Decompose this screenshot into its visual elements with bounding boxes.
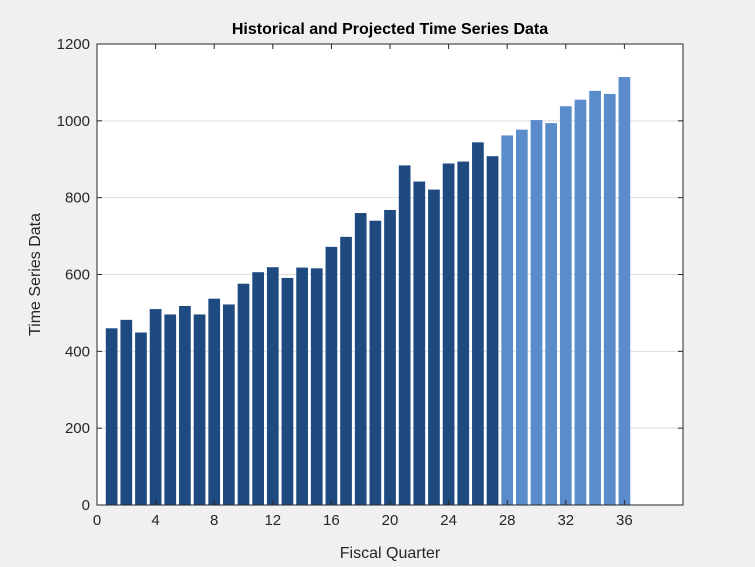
bar-historical (266, 267, 279, 505)
x-tick-label: 16 (323, 512, 340, 529)
y-tick-label: 800 (65, 190, 90, 207)
y-tick-label: 1000 (57, 113, 90, 130)
bar-historical (281, 277, 294, 505)
y-tick-label: 400 (65, 343, 90, 360)
x-tick-label: 24 (440, 512, 457, 529)
bar-projected (574, 99, 587, 506)
bar-historical (120, 319, 133, 505)
bar-historical (222, 304, 235, 505)
x-tick-label: 8 (210, 512, 218, 529)
bar-historical (208, 298, 221, 505)
bar-historical (105, 328, 118, 505)
bar-historical (325, 246, 338, 505)
bar-projected (559, 106, 572, 506)
bar-historical (354, 213, 367, 506)
bar-historical (252, 272, 265, 505)
y-tick-label: 200 (65, 420, 90, 437)
x-tick-label: 28 (499, 512, 516, 529)
x-axis-label: Fiscal Quarter (340, 545, 441, 562)
bar-projected (589, 90, 601, 505)
bar-historical (193, 314, 206, 505)
bar-historical (149, 309, 162, 505)
bar-historical (486, 156, 499, 505)
bar-historical (164, 314, 177, 505)
y-tick-label: 1200 (57, 36, 90, 53)
x-tick-label: 20 (382, 512, 399, 529)
bar-historical (340, 236, 352, 505)
y-tick-label: 0 (82, 497, 90, 514)
bar-historical (457, 161, 470, 505)
bar-projected (545, 123, 558, 505)
x-tick-label: 32 (557, 512, 574, 529)
axis-ticks: 0 4 8 12 16 20 24 28 32 36 0 200 400 600 800 1000 1200 (57, 36, 683, 529)
x-tick-label: 12 (264, 512, 281, 529)
y-axis-label: Time Series Data (27, 213, 44, 336)
x-tick-label: 0 (93, 512, 101, 529)
bar-historical (428, 189, 440, 505)
bar-projected (530, 120, 543, 505)
bars (105, 77, 631, 506)
bar-historical (369, 220, 382, 505)
bar-historical (296, 267, 308, 505)
bar-projected (501, 135, 514, 505)
bar-historical (135, 332, 147, 505)
bar-historical (179, 306, 191, 505)
bar-historical (310, 268, 323, 505)
bar-projected (603, 93, 616, 506)
bar-historical (442, 163, 455, 505)
bar-projected (618, 77, 631, 505)
y-tick-label: 600 (65, 267, 90, 284)
bar-historical (472, 142, 484, 505)
x-tick-label: 4 (151, 512, 159, 529)
x-tick-label: 36 (616, 512, 633, 529)
bar-historical (413, 181, 426, 505)
bar-projected (515, 129, 528, 505)
chart-title: Historical and Projected Time Series Dat… (232, 21, 548, 38)
bar-historical (384, 209, 396, 505)
bar-historical (398, 165, 411, 505)
bar-historical (237, 283, 250, 505)
